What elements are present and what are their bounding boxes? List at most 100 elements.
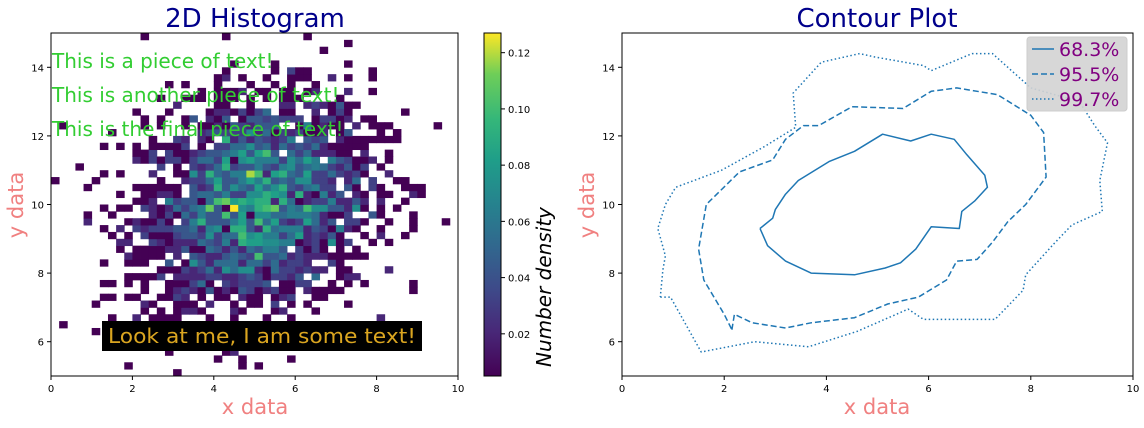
histogram-cell	[270, 218, 280, 226]
histogram-cell	[238, 87, 247, 96]
histogram-cell	[303, 129, 312, 137]
histogram-cell	[417, 183, 426, 192]
histogram-cell	[230, 259, 239, 267]
histogram-cell	[262, 218, 272, 226]
histogram-cell	[368, 87, 377, 96]
histogram-cell	[221, 218, 231, 226]
histogram-cell	[360, 156, 369, 164]
histogram-cell	[303, 211, 312, 219]
histogram-cell	[246, 300, 255, 308]
histogram-cell	[270, 183, 280, 192]
histogram-cell	[213, 259, 223, 267]
histogram-cell	[270, 259, 280, 267]
histogram-cell	[352, 101, 361, 109]
histogram-cell	[287, 149, 296, 157]
histogram-cell	[319, 135, 329, 144]
histogram-cell	[205, 211, 215, 219]
histogram-cell	[246, 108, 255, 116]
histogram-cell	[197, 122, 207, 130]
histogram-cell	[197, 183, 207, 192]
histogram-cell	[311, 225, 321, 233]
histogram-cell	[205, 197, 215, 205]
histogram-cell	[246, 163, 255, 171]
histogram-cell	[254, 170, 264, 178]
histogram-cell	[213, 156, 223, 164]
histogram-cell	[295, 129, 304, 137]
histogram-cell	[278, 115, 288, 123]
histogram-cell	[319, 218, 329, 226]
histogram-cell	[213, 108, 223, 116]
histogram-cell	[173, 307, 182, 315]
histogram-cell	[246, 81, 255, 89]
histogram-cell	[287, 197, 296, 205]
histogram-cell	[311, 87, 321, 96]
x-tick-label: 6	[292, 384, 298, 395]
histogram-cell	[238, 204, 247, 212]
histogram-cell	[384, 190, 394, 199]
histogram-cell	[221, 348, 231, 356]
histogram-cell	[311, 81, 321, 89]
histogram-cell	[124, 279, 133, 288]
histogram-cell	[238, 122, 247, 130]
histogram-cell	[205, 314, 215, 322]
histogram-cell	[368, 122, 377, 130]
histogram-cell	[221, 149, 231, 157]
histogram-cell	[213, 204, 223, 212]
histogram-cell	[311, 177, 321, 185]
histogram-cell	[221, 225, 231, 233]
histogram-cell	[164, 245, 174, 253]
histogram-cell	[221, 177, 231, 185]
histogram-cell	[376, 211, 386, 219]
histogram-cell	[197, 163, 207, 171]
histogram-cell	[140, 115, 150, 123]
histogram-cell	[270, 170, 280, 178]
histogram-cell	[319, 129, 329, 137]
legend-label-1: 68.3%	[1059, 39, 1119, 61]
histogram-cell	[319, 286, 329, 295]
histogram-cell	[303, 238, 312, 247]
histogram-cell	[213, 163, 223, 171]
histogram-cell	[344, 218, 353, 226]
histogram-cell	[246, 156, 255, 164]
histogram-cell	[140, 183, 150, 192]
histogram-cell	[344, 177, 353, 185]
histogram-cell	[409, 190, 418, 199]
histogram-cell	[140, 286, 150, 295]
x-tick-label: 10	[452, 384, 465, 395]
histogram-cell	[59, 122, 68, 130]
histogram-cell	[246, 190, 255, 199]
y-tick-label: 10	[602, 201, 615, 212]
histogram-cell	[205, 183, 215, 192]
histogram-cell	[221, 259, 231, 267]
histogram-cell	[295, 259, 304, 267]
histogram-cell	[270, 245, 280, 253]
histogram-cell	[148, 142, 158, 151]
histogram-cell	[181, 218, 190, 226]
histogram-cell	[246, 293, 255, 301]
histogram-cell	[270, 252, 280, 260]
histogram-cell	[287, 218, 296, 226]
histogram-cell	[352, 245, 361, 253]
histogram-cell	[205, 129, 215, 137]
histogram-cell	[344, 108, 353, 116]
histogram-cell	[230, 197, 239, 205]
histogram-cell	[189, 218, 198, 226]
histogram-cell	[213, 218, 223, 226]
histogram-cell	[197, 177, 207, 185]
histogram-cell	[230, 307, 239, 315]
histogram-cell	[303, 33, 312, 41]
histogram-cell	[173, 163, 182, 171]
histogram-cell	[278, 259, 288, 267]
histogram-cell	[303, 252, 312, 260]
histogram-cell	[213, 115, 223, 123]
histogram-cell	[303, 266, 312, 274]
histogram-cell	[303, 300, 312, 308]
histogram-cell	[156, 266, 166, 274]
histogram-cell	[164, 314, 174, 322]
histogram-cell	[173, 149, 182, 157]
histogram-cell	[384, 170, 394, 178]
histogram-cell	[189, 300, 198, 308]
histogram-cell	[384, 218, 394, 226]
histogram-cell	[254, 135, 264, 144]
histogram-cell	[124, 259, 133, 267]
